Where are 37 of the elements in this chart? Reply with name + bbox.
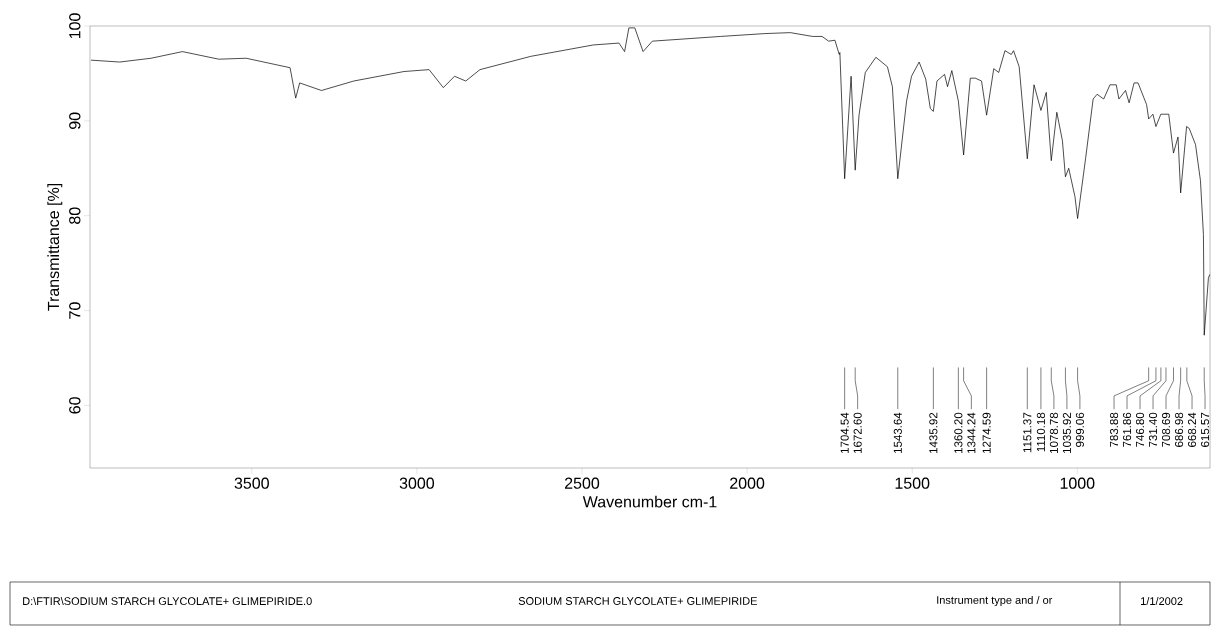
text: SODIUM STARCH GLYCOLATE+ GLIMEPIRIDE [518, 597, 757, 605]
annotation: 1435.92 [929, 412, 938, 453]
x-tick-label: 1500 [895, 477, 930, 489]
x-tick-label: 2000 [730, 477, 765, 489]
annotation: 1672.60 [853, 412, 862, 453]
annotation: 783.88 [1109, 412, 1119, 447]
annotation: 708.69 [1161, 412, 1171, 447]
x-tick-label: 3500 [234, 477, 269, 489]
annotation: 1543.64 [893, 412, 902, 453]
annotation: 668.24 [1187, 412, 1197, 447]
y-tick-label: 70 [69, 302, 81, 319]
annotation: 731.40 [1148, 412, 1158, 447]
text: Instrument type and / or [937, 595, 1053, 607]
annotation: 1035.92 [1062, 412, 1071, 453]
y-tick-label: 80 [69, 207, 81, 224]
y-axis-title: Transmittance [%] [47, 183, 63, 311]
x-tick-label: 3000 [399, 477, 435, 489]
y-tick-label: 90 [69, 112, 81, 129]
annotation: 999.06 [1075, 412, 1084, 447]
y-tick-label: 60 [69, 397, 81, 414]
annotation: 1110.18 [1036, 412, 1045, 452]
annotation: 1078.78 [1049, 412, 1058, 453]
annotation: 686.98 [1174, 412, 1184, 447]
y-tick-label: 100 [69, 13, 81, 39]
annotation: 1704.54 [840, 412, 849, 453]
text: D:\FTIR\SODIUM STARCH GLYCOLATE+ GLIMEPIRIDE.0 [23, 596, 312, 606]
annotation: 1274.59 [982, 412, 991, 453]
x-tick-label: 1000 [1060, 477, 1095, 489]
x-axis-title: Wavenumber cm-1 [582, 495, 717, 508]
annotation: 1344.24 [967, 412, 976, 453]
annotation: 1360.20 [954, 412, 963, 453]
annotation: 761.86 [1122, 412, 1132, 447]
text: 1/1/2002 [1141, 596, 1183, 606]
annotation: 746.80 [1135, 412, 1145, 447]
annotation: 1151.37 [1023, 412, 1032, 453]
annotation: 615.57 [1200, 412, 1210, 447]
x-tick-label: 2500 [564, 477, 600, 489]
